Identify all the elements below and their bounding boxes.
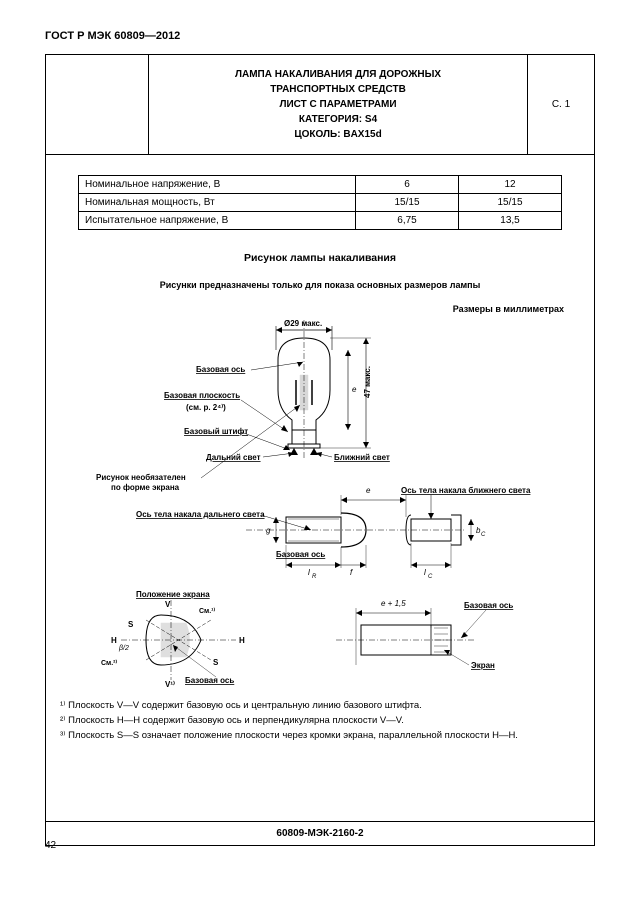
lamp-diagram: Ø29 макс. e	[66, 320, 574, 690]
title-line3: ЛИСТ С ПАРАМЕТРАМИ	[154, 97, 522, 112]
svg-text:V: V	[165, 600, 171, 609]
dimensions-label: Размеры в миллиметрах	[46, 304, 594, 314]
svg-text:R: R	[312, 574, 317, 580]
base-axis-label: Базовая ось	[196, 365, 245, 374]
title-line5: ЦОКОЛЬ: BAX15d	[154, 127, 522, 142]
svg-text:C: C	[428, 574, 433, 580]
base-plane-label: Базовая плоскость	[164, 391, 240, 400]
standard-header: ГОСТ Р МЭК 60809—2012	[45, 30, 595, 42]
near-axis-label: Ось тела накала ближнего света	[401, 486, 531, 495]
param-value: 15/15	[356, 194, 459, 212]
svg-text:β/2: β/2	[118, 645, 129, 652]
svg-text:H: H	[239, 636, 245, 645]
table-row: Номинальная мощность, Вт 15/15 15/15	[79, 194, 562, 212]
base-axis-4: Базовая ось	[464, 601, 513, 610]
svg-text:H: H	[111, 636, 117, 645]
table-row: Испытательное напряжение, В 6,75 13,5	[79, 212, 562, 230]
far-axis-label: Ось тела накала дальнего света	[136, 510, 265, 519]
lR-label: l	[308, 568, 310, 577]
param-value: 15/15	[459, 194, 562, 212]
page-number: 42	[45, 840, 56, 851]
svg-text:V¹⁾: V¹⁾	[165, 680, 175, 689]
table-row: Номинальное напряжение, В 6 12	[79, 176, 562, 194]
e-label: e	[352, 385, 357, 394]
param-value: 13,5	[459, 212, 562, 230]
eplus-label: e + 1,5	[381, 599, 406, 608]
base-pin-label: Базовый штифт	[184, 427, 248, 436]
svg-text:S: S	[213, 658, 219, 667]
title-block: ЛАМПА НАКАЛИВАНИЯ ДЛЯ ДОРОЖНЫХ ТРАНСПОРТ…	[46, 55, 594, 155]
sheet-number: С. 1	[527, 55, 594, 154]
f-label: f	[350, 568, 353, 577]
footnote-2: ²⁾ Плоскость H—H содержит базовую ось и …	[60, 713, 580, 728]
lC-label: l	[424, 568, 426, 577]
see1-label: См.¹⁾	[199, 607, 216, 615]
see-p2-label: (см. р. 2⁴⁾)	[186, 403, 226, 412]
parameters-table: Номинальное напряжение, В 6 12 Номинальн…	[78, 175, 562, 230]
shield-note-2: по форме экрана	[111, 483, 180, 492]
screen-pos-label: Положение экрана	[136, 590, 210, 599]
near-light-label: Ближний свет	[334, 453, 390, 462]
title-left-cell	[46, 55, 149, 154]
title-center-cell: ЛАМПА НАКАЛИВАНИЯ ДЛЯ ДОРОЖНЫХ ТРАНСПОРТ…	[149, 55, 527, 154]
d29-label: Ø29 макс.	[284, 320, 322, 328]
screen-label: Экран	[471, 661, 495, 670]
param-value: 6,75	[356, 212, 459, 230]
document-code: 60809-МЭК-2160-2	[46, 821, 594, 845]
param-label: Номинальная мощность, Вт	[79, 194, 356, 212]
figure-title: Рисунок лампы накаливания	[46, 252, 594, 264]
svg-text:S: S	[128, 620, 134, 629]
g-label: g	[266, 526, 271, 535]
footnotes: ¹⁾ Плоскость V—V содержит базовую ось и …	[60, 698, 580, 744]
title-line4: КАТЕГОРИЯ: S4	[154, 112, 522, 127]
title-line1: ЛАМПА НАКАЛИВАНИЯ ДЛЯ ДОРОЖНЫХ	[154, 67, 522, 82]
shield-note-1: Рисунок необязателен	[96, 473, 186, 482]
e-dim: e	[366, 486, 371, 495]
see2-label: См.²⁾	[101, 659, 118, 667]
svg-text:C: C	[481, 532, 486, 538]
footnote-3: ³⁾ Плоскость S—S означает положение плос…	[60, 728, 580, 743]
param-value: 12	[459, 176, 562, 194]
footnote-1: ¹⁾ Плоскость V—V содержит базовую ось и …	[60, 698, 580, 713]
base-axis-3: Базовая ось	[185, 676, 234, 685]
param-label: Испытательное напряжение, В	[79, 212, 356, 230]
figure-subtitle: Рисунки предназначены только для показа …	[46, 280, 594, 290]
param-value: 6	[356, 176, 459, 194]
h47-label: 47 макс.	[363, 366, 372, 398]
param-label: Номинальное напряжение, В	[79, 176, 356, 194]
content-frame: ЛАМПА НАКАЛИВАНИЯ ДЛЯ ДОРОЖНЫХ ТРАНСПОРТ…	[45, 54, 595, 846]
base-axis-2: Базовая ось	[276, 550, 325, 559]
title-line2: ТРАНСПОРТНЫХ СРЕДСТВ	[154, 82, 522, 97]
